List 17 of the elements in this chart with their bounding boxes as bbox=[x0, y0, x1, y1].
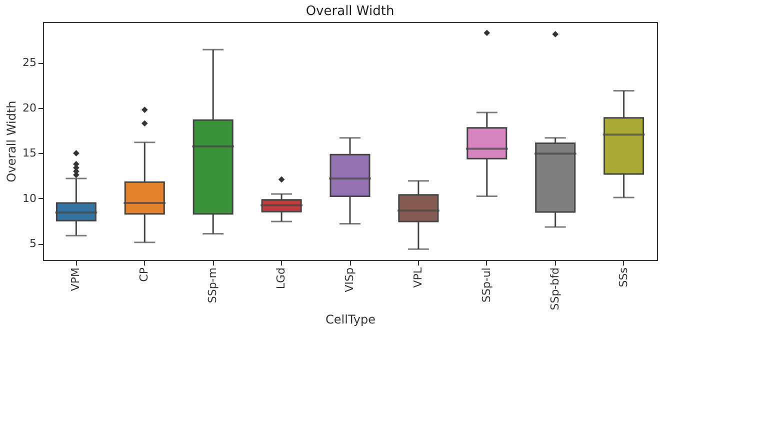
y-tick-label: 10 bbox=[22, 192, 36, 205]
x-tick-label: LGd bbox=[274, 268, 288, 290]
x-tick-label: VISp bbox=[343, 267, 356, 292]
x-tick-label: SSp-m bbox=[206, 268, 220, 304]
x-tick-label: SSp-ul bbox=[480, 268, 493, 302]
x-tick-label: VPM bbox=[69, 268, 82, 292]
x-tick-label: CP bbox=[138, 267, 151, 282]
chart-title: Overall Width bbox=[306, 4, 394, 19]
y-axis-title: Overall Width bbox=[4, 100, 19, 182]
y-tick-label: 5 bbox=[30, 237, 36, 250]
y-tick-label: 15 bbox=[22, 146, 36, 160]
x-tick-label: SSs bbox=[616, 267, 630, 288]
x-axis-title: CellType bbox=[326, 312, 376, 326]
y-tick-label: 20 bbox=[22, 101, 36, 114]
x-tick-label: SSp-bfd bbox=[548, 268, 562, 310]
y-tick-label: 25 bbox=[22, 56, 36, 70]
x-tick-label: VPL bbox=[411, 266, 424, 288]
